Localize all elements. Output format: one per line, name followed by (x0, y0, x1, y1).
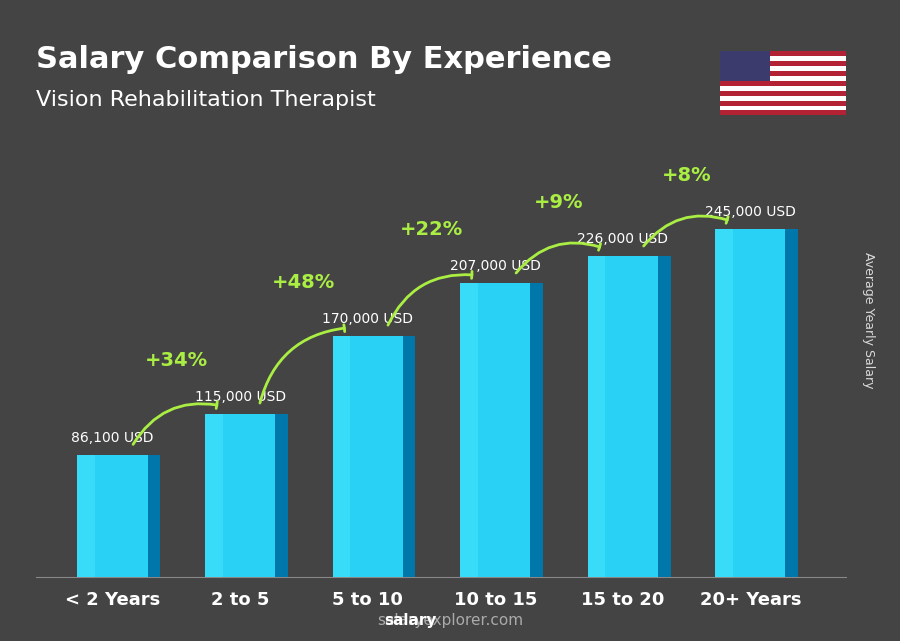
Bar (716, 229, 786, 577)
Text: 207,000 USD: 207,000 USD (450, 259, 541, 273)
Bar (205, 413, 275, 577)
Text: 170,000 USD: 170,000 USD (322, 312, 413, 326)
Polygon shape (148, 454, 160, 577)
Text: +22%: +22% (400, 221, 464, 239)
Bar (720, 86, 846, 91)
Bar (720, 61, 846, 66)
Bar (720, 56, 846, 61)
Text: +9%: +9% (535, 194, 584, 212)
Bar (588, 256, 605, 577)
Bar (720, 91, 846, 96)
Bar (720, 106, 846, 110)
Bar (720, 76, 846, 81)
Bar (333, 336, 350, 577)
Bar (77, 454, 95, 577)
Polygon shape (402, 336, 416, 577)
Text: +8%: +8% (662, 167, 711, 185)
Bar (720, 81, 846, 86)
Text: 226,000 USD: 226,000 USD (577, 232, 669, 246)
Bar (460, 283, 530, 577)
Bar (588, 256, 658, 577)
Text: salary: salary (384, 613, 436, 628)
Bar (720, 96, 846, 101)
Bar (720, 51, 846, 56)
Bar (460, 283, 478, 577)
Bar (720, 71, 846, 76)
Text: Salary Comparison By Experience: Salary Comparison By Experience (36, 45, 612, 74)
Bar (77, 454, 148, 577)
Polygon shape (275, 413, 288, 577)
Polygon shape (530, 283, 543, 577)
Text: +34%: +34% (145, 351, 208, 370)
Polygon shape (658, 256, 670, 577)
Bar (205, 413, 222, 577)
Text: +48%: +48% (272, 273, 336, 292)
Text: 245,000 USD: 245,000 USD (705, 205, 796, 219)
Bar (720, 51, 770, 81)
Bar (720, 66, 846, 71)
Bar (720, 101, 846, 106)
Text: salaryexplorer.com: salaryexplorer.com (377, 613, 523, 628)
Bar (716, 229, 733, 577)
Bar (720, 110, 846, 115)
Text: Average Yearly Salary: Average Yearly Salary (862, 253, 875, 388)
Text: 86,100 USD: 86,100 USD (71, 431, 154, 445)
Text: 115,000 USD: 115,000 USD (194, 390, 285, 404)
Bar (333, 336, 402, 577)
Polygon shape (786, 229, 798, 577)
Text: Vision Rehabilitation Therapist: Vision Rehabilitation Therapist (36, 90, 376, 110)
